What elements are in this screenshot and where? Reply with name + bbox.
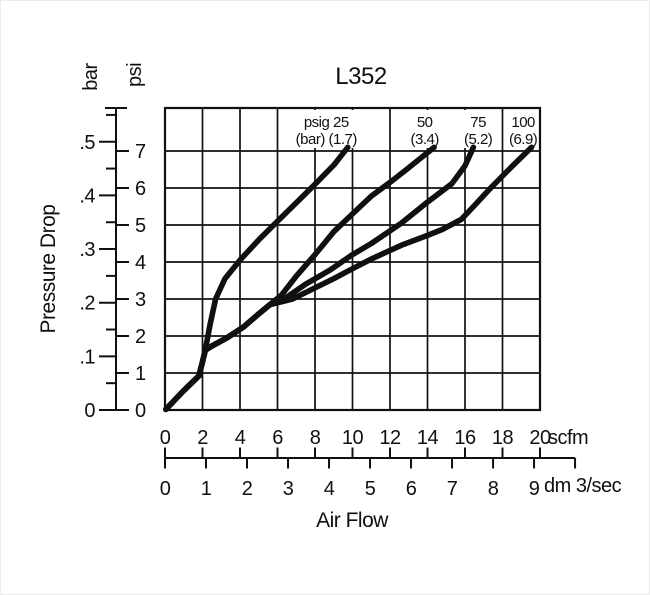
scfm-tick-label: 20 [529,427,551,449]
series-label-25: psig 25(bar) (1.7) [296,114,358,148]
psi-tick-label: 7 [135,141,146,163]
dm-tick-label: 6 [406,478,417,500]
dm-tick-label: 9 [529,478,540,500]
y-axis-ruler: 0 .1 .2 .3 .4 .5 0 1 2 3 4 5 6 7 [79,107,147,422]
psi-tick-label: 0 [135,400,146,422]
x-axis-title: Air Flow [316,509,388,532]
dm-tick-label: 2 [242,478,253,500]
svg-text:50: 50 [417,114,433,131]
series-labels: psig 25(bar) (1.7) 50(3.4) 75(5.2) 100(6.9) [296,114,539,148]
dm-tick-label: 8 [488,478,499,500]
pressure-drop-curves [163,144,535,413]
svg-text:psig 25: psig 25 [304,114,349,131]
bar-tick-label: .4 [79,185,95,207]
svg-text:(5.2): (5.2) [464,131,493,148]
curve-psig-50 [163,144,437,413]
scfm-tick-label: 6 [272,427,283,449]
bar-tick-label: .1 [79,346,95,368]
svg-text:(6.9): (6.9) [509,131,538,148]
svg-text:75: 75 [470,114,486,131]
scfm-unit-label: scfm [548,427,588,449]
dm-unit-label: dm 3/sec [544,475,622,497]
svg-text:(3.4): (3.4) [411,131,440,148]
svg-text:100: 100 [511,114,535,131]
curve-psig-100 [163,144,535,413]
grid-lines [165,108,540,410]
scfm-tick-label: 10 [342,427,364,449]
psi-tick-label: 6 [135,178,146,200]
dm-tick-label: 0 [160,478,171,500]
psi-tick-label: 4 [135,252,146,274]
scfm-tick-label: 18 [492,427,514,449]
scfm-tick-label: 4 [235,427,246,449]
scfm-tick-label: 0 [160,427,171,449]
svg-text:(bar) (1.7): (bar) (1.7) [296,131,358,148]
scfm-tick-label: 2 [197,427,208,449]
scfm-tick-label: 8 [310,427,321,449]
series-label-75: 75(5.2) [464,114,493,148]
psi-tick-label: 3 [135,289,146,311]
dm-tick-label: 5 [365,478,376,500]
series-label-50: 50(3.4) [411,114,440,148]
scfm-tick-label: 12 [379,427,401,449]
dm-tick-label: 4 [324,478,335,500]
plot-border [163,106,542,412]
scfm-tick-label: 14 [417,427,439,449]
bar-tick-label: .3 [79,239,95,261]
bar-tick-label: .5 [79,132,95,154]
scfm-tick-label: 16 [454,427,476,449]
dm-tick-label: 3 [283,478,294,500]
chart-title: L352 [335,63,387,90]
dm-tick-label: 1 [201,478,212,500]
psi-tick-label: 5 [135,215,146,237]
bar-tick-label: .2 [79,293,95,315]
dm-tick-label: 7 [447,478,458,500]
series-label-masks [288,110,543,148]
series-label-100: 100(6.9) [509,114,538,148]
psi-tick-label: 1 [135,363,146,385]
psi-tick-label: 2 [135,326,146,348]
bar-tick-label: 0 [84,400,95,422]
